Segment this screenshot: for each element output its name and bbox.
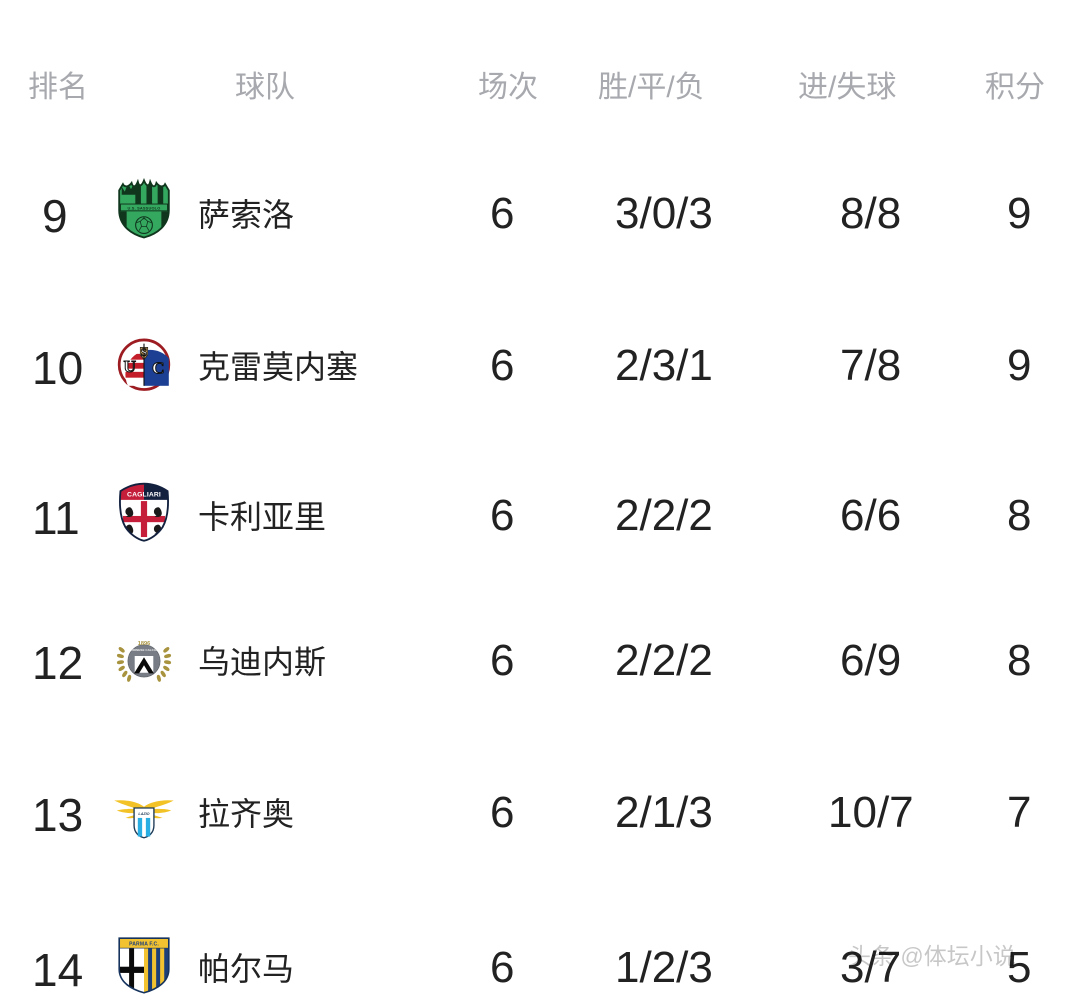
svg-text:UDINESE CALCIO: UDINESE CALCIO [131,648,158,652]
svg-text:S: S [141,347,147,359]
svg-text:CAGLIARI: CAGLIARI [127,492,161,499]
svg-text:U.S. SASSUOLO: U.S. SASSUOLO [128,205,161,210]
svg-text:LAZIO: LAZIO [138,812,149,816]
svg-text:1896: 1896 [138,641,150,647]
svg-text:U: U [123,357,136,376]
svg-text:C: C [152,358,165,377]
svg-text:PARMA F.C.: PARMA F.C. [129,942,159,948]
